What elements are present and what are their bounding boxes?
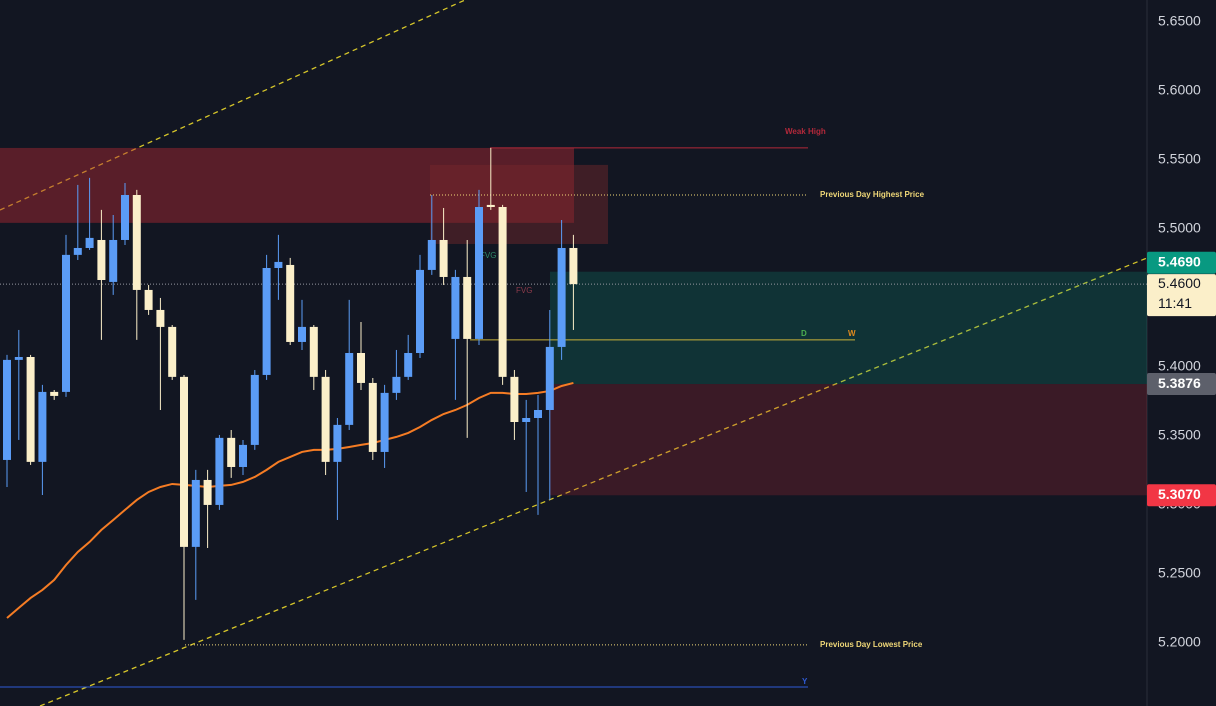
y-tick-label: 5.3500 (1158, 427, 1201, 443)
candle-body (463, 276, 472, 339)
price-axis: 5.20005.25005.30005.35005.40005.45005.50… (1147, 13, 1216, 650)
candle-body (121, 194, 129, 240)
candle-body (357, 353, 365, 383)
candle-body (215, 437, 224, 505)
level-label: Previous Day Lowest Price (820, 640, 923, 649)
candle-body (510, 376, 519, 422)
candle-body (522, 417, 531, 422)
price-marker-label: 5.3876 (1158, 375, 1201, 391)
candle-body (345, 353, 354, 425)
candle-body (14, 357, 23, 360)
candle-body (38, 391, 47, 462)
candle-body (498, 206, 507, 377)
channel-upper (0, 0, 466, 211)
candles (3, 147, 578, 640)
channel-lower (39, 257, 1148, 706)
countdown: 11:41 (1158, 295, 1192, 311)
fvg-label: FVG (516, 286, 532, 295)
candle-body (298, 326, 306, 342)
price-marker (1147, 251, 1216, 274)
y-tick-label: 5.4000 (1158, 358, 1201, 374)
candle-body (274, 261, 283, 268)
candle-body (73, 247, 82, 255)
candle-body (168, 326, 177, 377)
candle-body (180, 376, 188, 547)
candle-body (85, 237, 94, 248)
candle-body (156, 309, 165, 327)
y-tick-label: 5.5500 (1158, 151, 1201, 167)
candle-body (50, 391, 59, 396)
candle-body (250, 374, 259, 445)
candle-body (404, 353, 413, 377)
candle-body (416, 269, 424, 353)
candle-body (368, 382, 377, 452)
candle-body (486, 204, 495, 207)
level-label: Previous Day Highest Price (820, 190, 925, 199)
moving-average (6, 381, 574, 619)
price-marker (1147, 484, 1216, 507)
candle-body (380, 392, 389, 452)
level-label: Weak High (785, 127, 826, 136)
fvg-label: FVG (480, 251, 496, 260)
level-label: D (801, 329, 807, 338)
candle-body (227, 437, 236, 467)
price-marker (1147, 373, 1216, 396)
candle-body (321, 376, 330, 462)
candle-body (3, 359, 11, 460)
y-tick-label: 5.2500 (1158, 565, 1201, 581)
zone (430, 164, 608, 244)
candle-body (427, 239, 436, 270)
y-tick-label: 5.5000 (1158, 220, 1201, 236)
candle-body (569, 247, 578, 285)
level-label: W (848, 329, 856, 338)
candle-body (262, 267, 271, 375)
y-tick-label: 5.6500 (1158, 13, 1201, 29)
candle-body (392, 376, 401, 393)
candle-body (534, 409, 542, 418)
candle-body (286, 264, 295, 342)
zone (550, 271, 1147, 385)
candle-body (132, 194, 141, 290)
candle-body (144, 289, 153, 310)
candle-body (309, 326, 318, 377)
zones (0, 147, 1147, 496)
candle-body (97, 239, 106, 280)
candle-body (191, 479, 200, 547)
price-marker-label: 5.3070 (1158, 486, 1201, 502)
candle-body (545, 346, 554, 410)
price-marker (1147, 274, 1216, 317)
candle-body (439, 239, 448, 277)
price-marker-label: 5.4600 (1158, 275, 1201, 291)
candle-body (239, 444, 247, 467)
level-label: Y (802, 677, 808, 686)
candle-body (557, 247, 566, 347)
price-marker-label: 5.4690 (1158, 253, 1201, 269)
candle-body (203, 479, 212, 505)
candle-body (475, 206, 483, 339)
candle-body (26, 357, 35, 462)
zone (550, 384, 1147, 496)
candle-body (333, 424, 342, 462)
y-tick-label: 5.6000 (1158, 82, 1201, 98)
candle-body (62, 254, 70, 392)
y-tick-label: 5.2000 (1158, 634, 1201, 650)
candle-body (451, 276, 460, 339)
candle-body (109, 239, 118, 282)
